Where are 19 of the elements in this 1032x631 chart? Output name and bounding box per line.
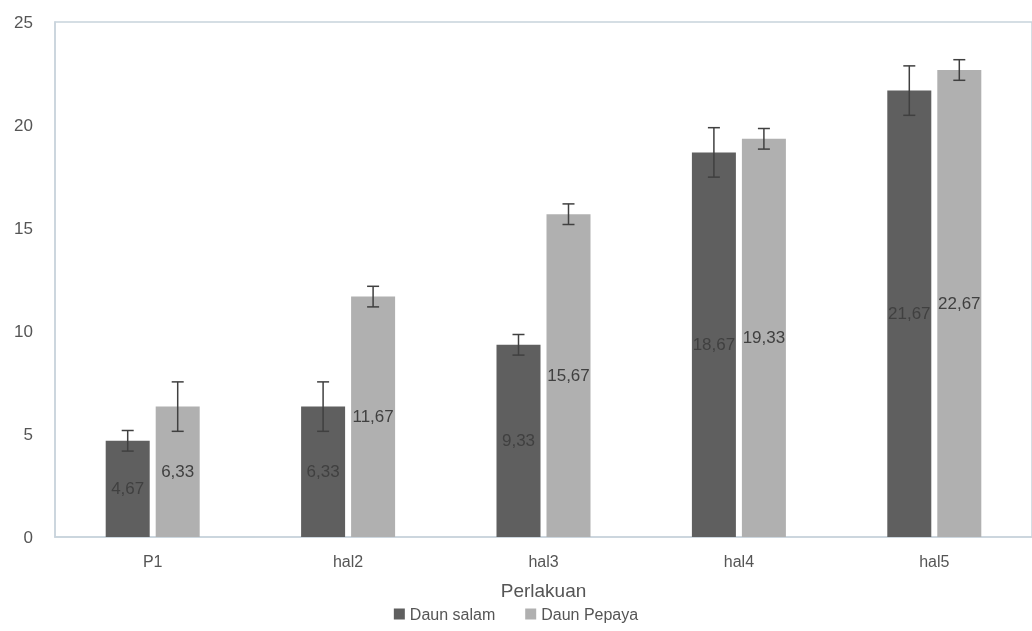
x-tick-label: hal3 [528, 552, 559, 570]
x-tick-label: hal4 [723, 552, 755, 570]
y-tick-label: 0 [23, 527, 33, 547]
data-label: 6,33 [161, 462, 195, 482]
data-label: 19,33 [742, 328, 786, 348]
x-tick-label: hal2 [332, 552, 364, 570]
y-tick-label: 25 [14, 12, 33, 32]
data-label: 15,67 [547, 366, 590, 386]
x-tick-label: P1 [142, 552, 163, 570]
legend-label: Daun salam [409, 605, 496, 623]
y-tick-label: 20 [14, 115, 33, 135]
legend-label: Daun Pepaya [541, 605, 639, 623]
x-tick-label: hal5 [919, 552, 950, 570]
x-axis-title: Perlakuan [500, 580, 587, 601]
y-tick-label: 5 [23, 424, 33, 444]
data-label: 22,67 [938, 294, 981, 313]
data-label: 11,67 [352, 407, 394, 427]
y-tick-label: 15 [14, 218, 33, 238]
y-tick-label: 10 [14, 321, 33, 341]
